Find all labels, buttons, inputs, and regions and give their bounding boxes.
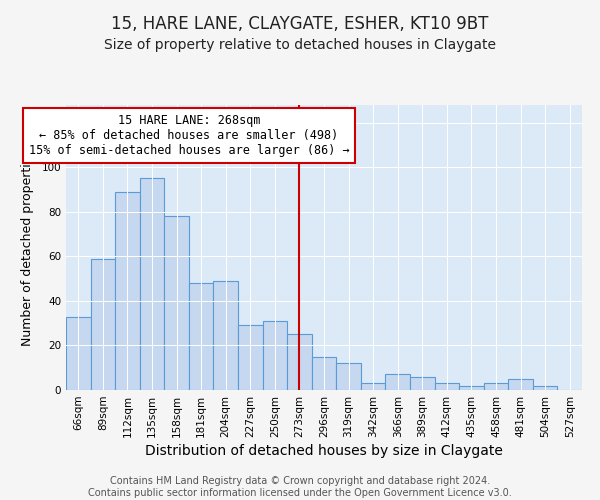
Bar	[336, 364, 361, 390]
Bar	[164, 216, 189, 390]
X-axis label: Distribution of detached houses by size in Claygate: Distribution of detached houses by size …	[145, 444, 503, 458]
Bar	[66, 316, 91, 390]
Bar	[533, 386, 557, 390]
Text: 15 HARE LANE: 268sqm
← 85% of detached houses are smaller (498)
15% of semi-deta: 15 HARE LANE: 268sqm ← 85% of detached h…	[29, 114, 349, 157]
Bar	[484, 384, 508, 390]
Bar	[115, 192, 140, 390]
Bar	[434, 384, 459, 390]
Bar	[140, 178, 164, 390]
Y-axis label: Number of detached properties: Number of detached properties	[22, 149, 34, 346]
Bar	[385, 374, 410, 390]
Text: Size of property relative to detached houses in Claygate: Size of property relative to detached ho…	[104, 38, 496, 52]
Bar	[263, 321, 287, 390]
Bar	[361, 384, 385, 390]
Bar	[459, 386, 484, 390]
Text: Contains HM Land Registry data © Crown copyright and database right 2024.
Contai: Contains HM Land Registry data © Crown c…	[88, 476, 512, 498]
Bar	[214, 281, 238, 390]
Bar	[238, 326, 263, 390]
Bar	[189, 283, 214, 390]
Bar	[508, 379, 533, 390]
Bar	[410, 376, 434, 390]
Bar	[91, 258, 115, 390]
Bar	[312, 356, 336, 390]
Bar	[287, 334, 312, 390]
Text: 15, HARE LANE, CLAYGATE, ESHER, KT10 9BT: 15, HARE LANE, CLAYGATE, ESHER, KT10 9BT	[112, 15, 488, 33]
